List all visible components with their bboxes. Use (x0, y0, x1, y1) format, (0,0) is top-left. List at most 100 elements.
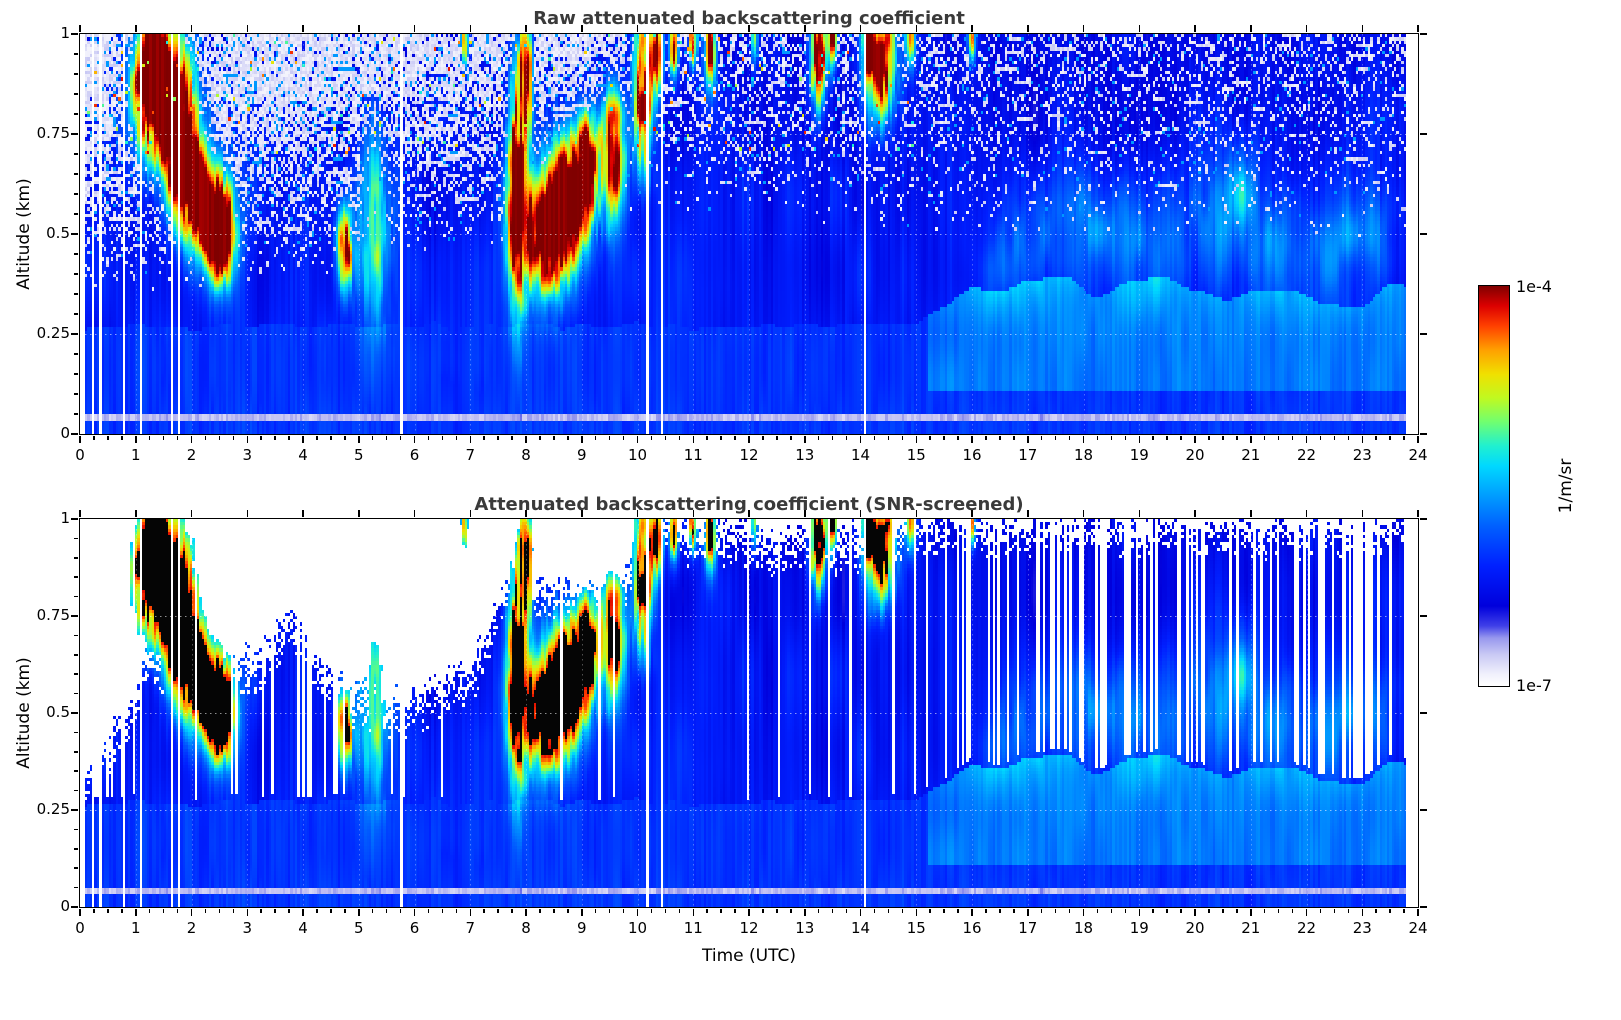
y-tick-label: 0 (60, 897, 70, 915)
axis-tick (74, 731, 78, 734)
axis-tick (162, 909, 165, 913)
axis-tick (1082, 909, 1085, 916)
axis-tick (74, 654, 78, 656)
axis-tick (79, 510, 81, 517)
axis-tick (483, 909, 485, 913)
x-tick-label: 20 (1185, 446, 1205, 464)
axis-tick (1305, 436, 1308, 443)
axis-tick (525, 909, 527, 916)
axis-tick (74, 113, 78, 115)
axis-tick (427, 436, 430, 440)
axis-tick (943, 909, 945, 913)
axis-tick (74, 153, 78, 155)
axis-tick (581, 909, 583, 916)
axis-tick (929, 436, 931, 440)
axis-tick (1013, 909, 1015, 913)
x-tick-label: 11 (683, 446, 703, 464)
axis-tick (330, 909, 332, 913)
axis-tick (692, 909, 694, 916)
axis-tick (539, 909, 541, 913)
axis-tick (790, 436, 792, 440)
x-tick-label: 21 (1241, 446, 1261, 464)
axis-tick (567, 436, 569, 440)
axis-tick (1403, 909, 1405, 913)
axis-tick (74, 751, 78, 753)
axis-tick (302, 436, 304, 443)
axis-tick (1250, 436, 1252, 443)
axis-tick (1068, 909, 1071, 913)
x-tick-label: 14 (850, 919, 871, 937)
x-tick-label: 23 (1352, 919, 1372, 937)
axis-tick (74, 413, 78, 415)
axis-tick (678, 909, 681, 913)
axis-tick (859, 909, 862, 916)
axis-tick (1180, 909, 1182, 913)
axis-tick (74, 576, 78, 578)
axis-tick (1420, 333, 1427, 335)
axis-tick (358, 25, 360, 32)
axis-tick (385, 909, 388, 913)
axis-tick (288, 436, 290, 440)
axis-tick (135, 510, 137, 517)
axis-tick (218, 909, 221, 913)
axis-tick (74, 634, 78, 637)
axis-tick (344, 436, 346, 440)
x-tick-label: 17 (1018, 446, 1038, 464)
axis-tick (1110, 909, 1113, 913)
axis-tick (74, 828, 78, 831)
axis-tick (316, 436, 318, 440)
x-tick-label: 10 (627, 919, 648, 937)
axis-tick (497, 436, 499, 440)
colorbar-min-label: 1e-7 (1516, 676, 1552, 695)
axis-tick (901, 909, 904, 913)
axis-tick (525, 25, 527, 32)
axis-tick (929, 909, 931, 913)
axis-tick (1420, 518, 1427, 520)
axis-tick (71, 33, 78, 35)
x-tick-label: 18 (1073, 919, 1094, 937)
axis-tick (71, 712, 78, 714)
axis-tick (1096, 909, 1099, 913)
axis-tick (135, 436, 137, 443)
axis-tick (74, 53, 78, 55)
axis-tick (776, 909, 778, 913)
axis-tick (371, 909, 374, 913)
x-tick-label: 6 (409, 919, 420, 937)
axis-tick (859, 510, 862, 517)
axis-tick (1040, 436, 1043, 440)
axis-tick (1194, 436, 1196, 443)
axis-tick (1054, 436, 1057, 440)
axis-tick (845, 909, 848, 913)
axis-tick (218, 436, 221, 440)
axis-tick (1013, 436, 1015, 440)
y-tick-label: 0 (60, 424, 70, 442)
axis-tick (985, 436, 987, 440)
axis-tick (1027, 25, 1029, 32)
axis-tick (441, 909, 444, 913)
axis-tick (720, 909, 722, 913)
axis-tick (246, 510, 248, 517)
x-tick-label: 24 (1408, 919, 1428, 937)
axis-tick (608, 909, 611, 913)
axis-tick (706, 909, 708, 913)
screened-heatmap-canvas (80, 519, 1418, 907)
axis-tick (748, 436, 750, 443)
axis-tick (71, 233, 78, 235)
axis-tick (971, 510, 973, 517)
axis-tick (1040, 909, 1043, 913)
x-tick-label: 14 (850, 446, 871, 464)
axis-tick (971, 25, 973, 32)
axis-tick (190, 436, 193, 443)
axis-tick (399, 436, 402, 440)
panel-raw-title: Raw attenuated backscattering coefficien… (533, 8, 965, 29)
axis-tick (594, 909, 597, 913)
axis-tick (93, 436, 95, 440)
axis-tick (692, 25, 694, 32)
axis-tick (1277, 909, 1280, 913)
axis-tick (873, 909, 876, 913)
axis-tick (804, 510, 806, 517)
axis-tick (692, 436, 694, 443)
axis-tick (664, 436, 667, 440)
axis-tick (1361, 25, 1363, 32)
axis-tick (74, 595, 78, 598)
